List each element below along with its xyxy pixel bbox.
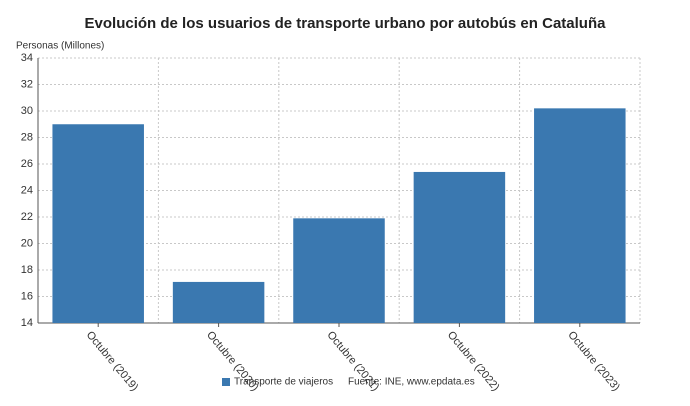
- chart-title: Evolución de los usuarios de transporte …: [85, 15, 607, 32]
- y-tick-label: 14: [21, 317, 33, 329]
- y-tick-label: 28: [21, 131, 33, 143]
- y-tick-label: 20: [21, 237, 33, 249]
- y-tick-label: 34: [21, 52, 33, 64]
- y-tick-label: 24: [21, 184, 33, 196]
- bar: [52, 124, 144, 323]
- y-axis-label: Personas (Millones): [16, 41, 104, 52]
- x-tick-label: Octubre (2019): [84, 329, 141, 393]
- bar: [172, 281, 265, 323]
- y-tick-label: 22: [21, 211, 33, 223]
- y-tick-label: 18: [21, 264, 33, 276]
- y-tick-label: 32: [21, 78, 33, 90]
- legend-swatch: [222, 378, 230, 386]
- source: Fuente: INE, www.epdata.es: [348, 377, 475, 388]
- bar: [534, 108, 626, 323]
- bar: [413, 171, 506, 323]
- y-tick-label: 16: [21, 290, 33, 302]
- x-tick-label: Octubre (2023): [565, 329, 622, 393]
- x-tick-label: Octubre (2020): [204, 329, 261, 393]
- bar: [293, 218, 385, 323]
- legend-label: Transporte de viajeros: [234, 377, 333, 388]
- y-tick-label: 26: [21, 158, 33, 170]
- y-tick-label: 30: [21, 105, 33, 117]
